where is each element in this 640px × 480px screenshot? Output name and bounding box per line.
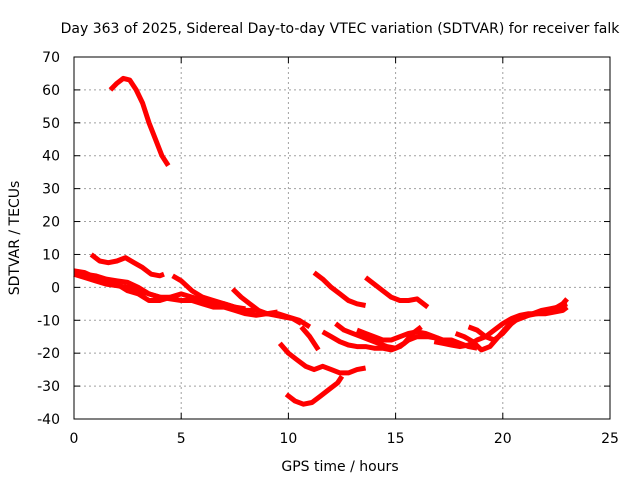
x-axis-label: GPS time / hours <box>281 459 398 475</box>
x-tick-label: 15 <box>387 431 405 447</box>
y-tick-label: -20 <box>37 346 60 362</box>
y-tick-label: 0 <box>51 280 60 296</box>
series-arc-11 <box>312 270 367 308</box>
series-arc-6 <box>171 273 246 312</box>
y-tick-label: -40 <box>37 412 60 428</box>
x-tick-label: 10 <box>279 431 297 447</box>
plot-frame <box>73 56 611 420</box>
y-tick-label: 40 <box>42 149 60 165</box>
series-arc-13 <box>321 329 439 353</box>
x-tick-label: 25 <box>601 431 619 447</box>
y-tick-label: 50 <box>42 116 60 132</box>
x-tick-label: 5 <box>177 431 186 447</box>
series-arc-17 <box>467 305 569 343</box>
series-arc-1 <box>108 75 171 167</box>
series-arc-3 <box>89 252 165 279</box>
y-tick-label: -10 <box>37 313 60 329</box>
x-tick-label: 20 <box>494 431 512 447</box>
series-arc-12 <box>364 275 430 310</box>
y-tick-label: 20 <box>42 215 60 231</box>
y-axis-label: SDTVAR / TECUs <box>7 181 23 296</box>
x-tick-label: 0 <box>70 431 79 447</box>
y-tick-label: -30 <box>37 379 60 395</box>
series-arc-5 <box>73 268 172 303</box>
series-arc-15 <box>356 327 478 351</box>
y-tick-label: 30 <box>42 182 60 198</box>
y-tick-label: 70 <box>42 50 60 66</box>
y-tick-label: 10 <box>42 247 60 263</box>
chart-title: Day 363 of 2025, Sidereal Day-to-day VTE… <box>61 21 621 37</box>
series-arc-18 <box>454 301 568 353</box>
y-tick-label: 60 <box>42 83 60 99</box>
series-arc-8 <box>277 341 367 376</box>
axis-ticks: 0 5 10 15 20 25 -40 -30 -20 -10 0 10 20 30 40 50 60 70 <box>37 50 619 447</box>
series-arc-10 <box>284 374 345 407</box>
series-arc-4 <box>73 271 279 318</box>
series-arc-14 <box>334 321 423 351</box>
series-arc-7 <box>230 287 303 326</box>
grid-lines <box>74 57 610 419</box>
series-arc-9 <box>299 325 321 352</box>
data-series <box>73 75 569 407</box>
